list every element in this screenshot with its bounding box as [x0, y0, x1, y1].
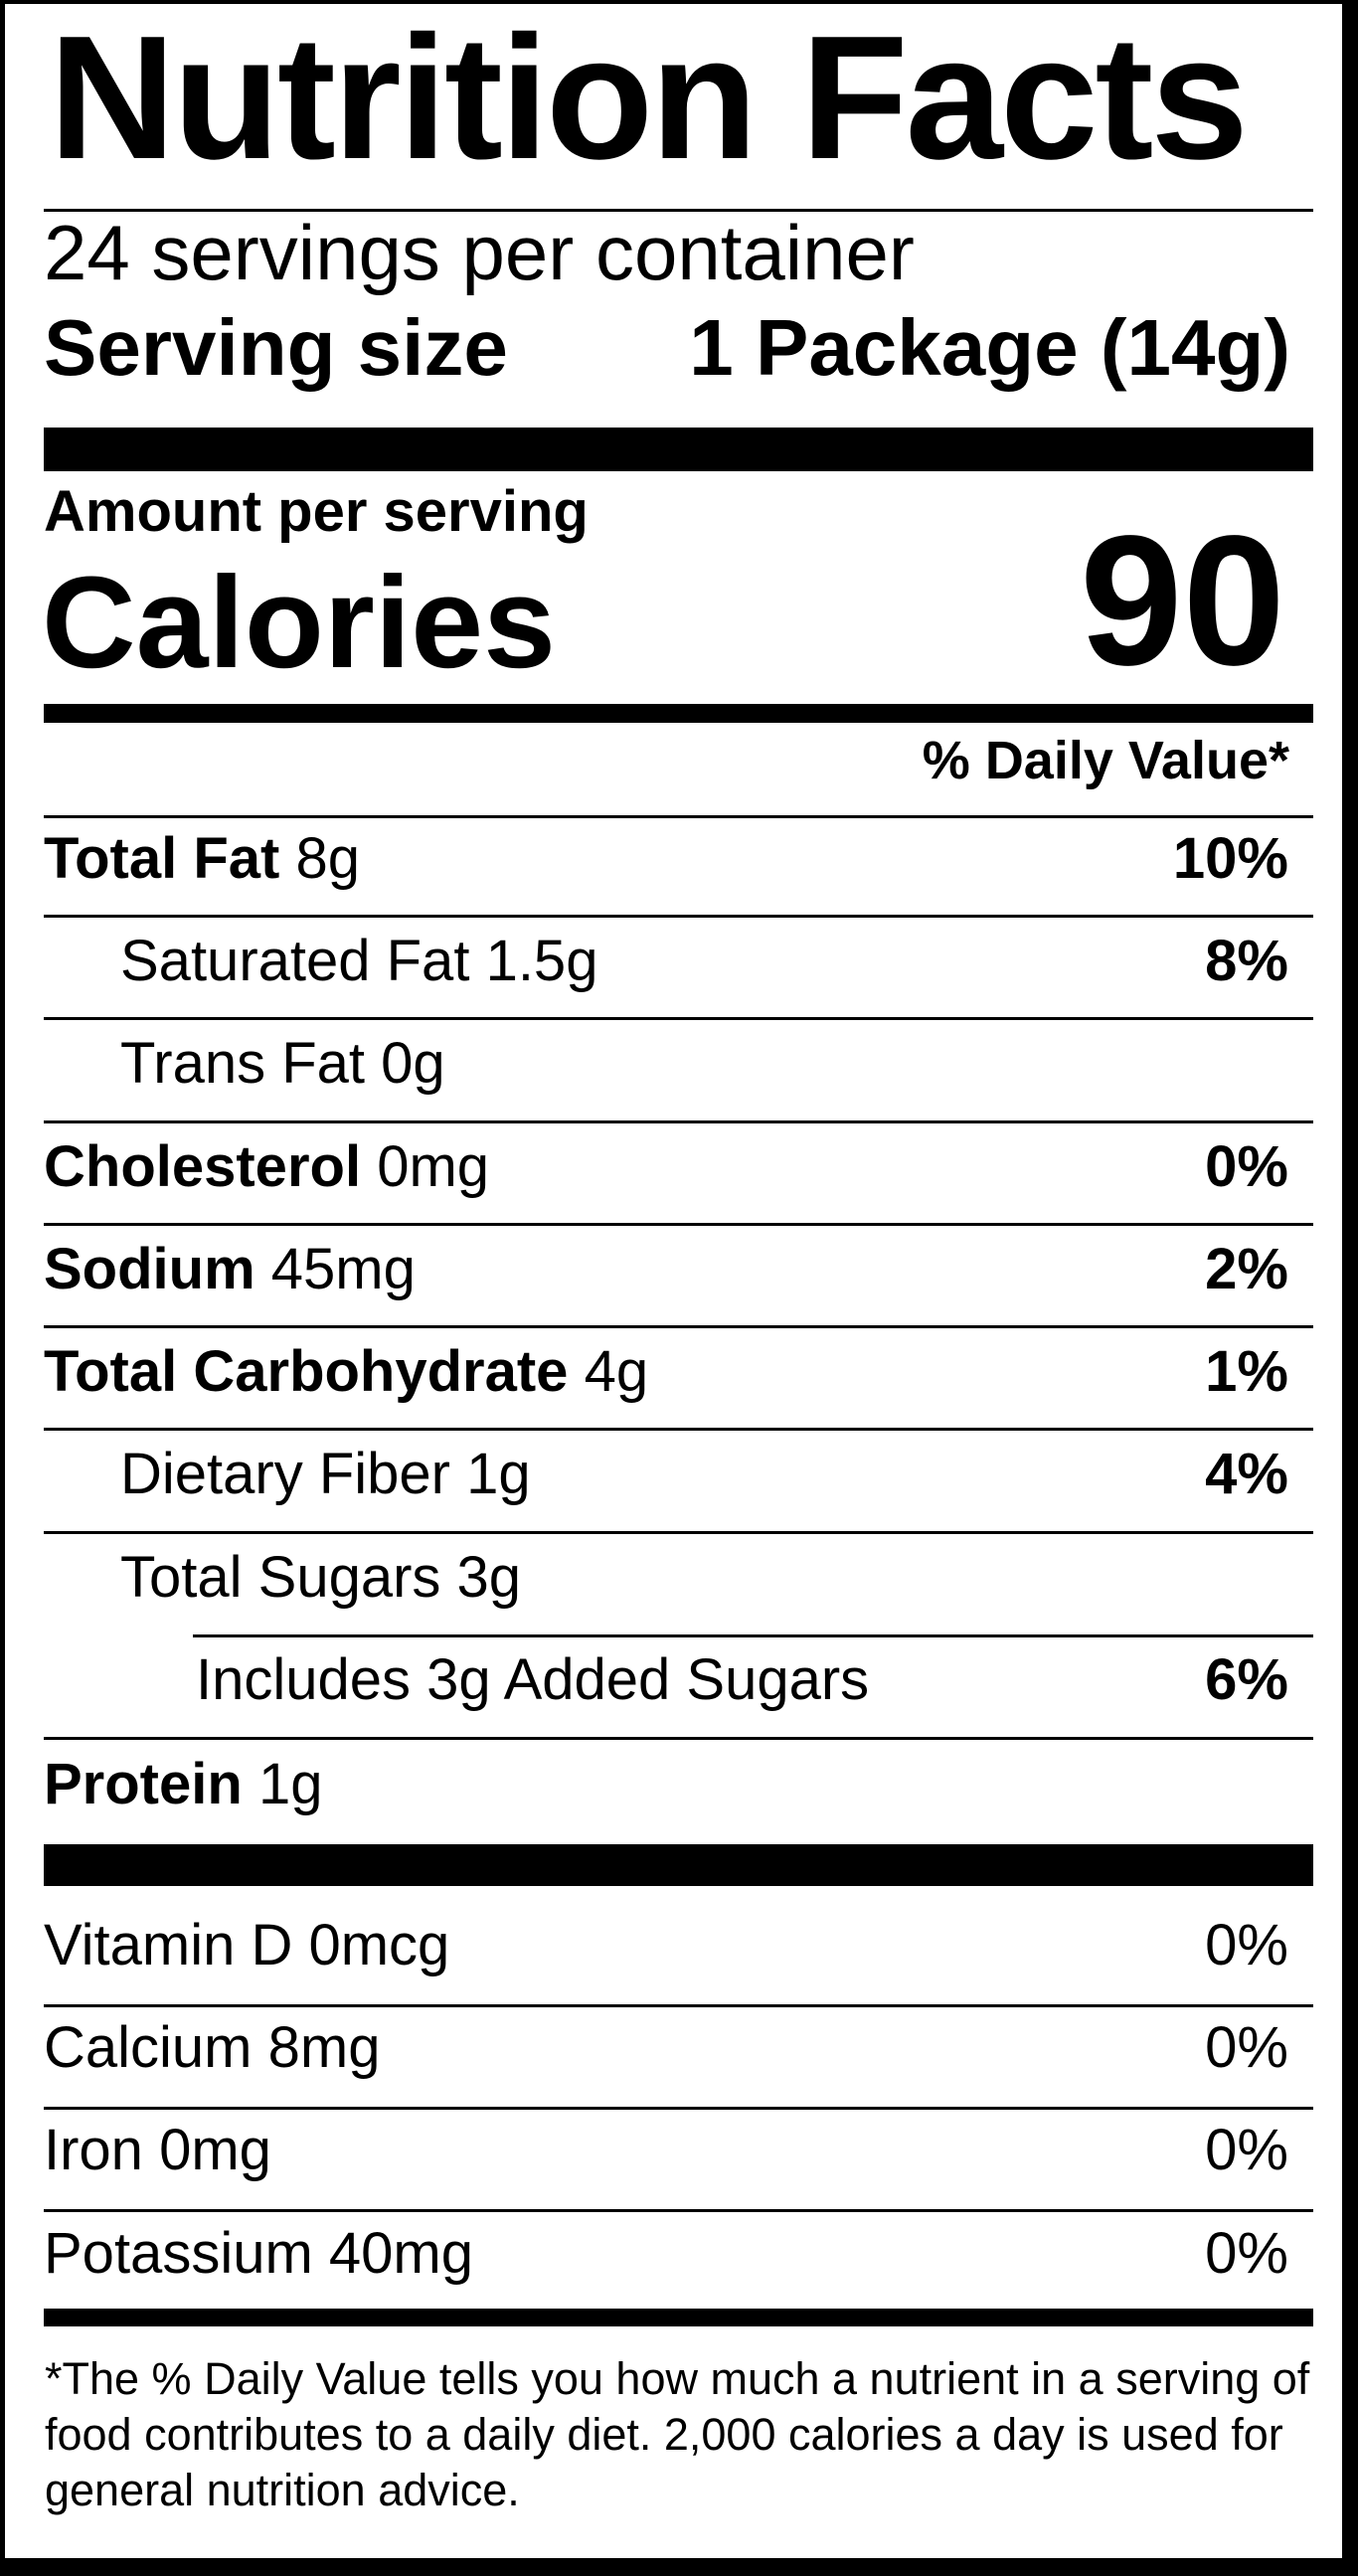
nutrient-amount: 45mg — [270, 1237, 416, 1301]
nutrient-name: Protein — [44, 1752, 243, 1816]
vitamin-amount: 8mg — [267, 2015, 381, 2080]
nutrient-amount: 4g — [584, 1339, 649, 1404]
nutrient-amount: 3g — [456, 1545, 522, 1610]
serving-size-label: Serving size — [44, 303, 508, 392]
thick-divider-footnote — [44, 2309, 1313, 2326]
vitamin-amount: 0mg — [159, 2118, 271, 2182]
nutrient-dv: 1% — [1205, 1339, 1288, 1404]
nutrient-dv: 0% — [1205, 1134, 1288, 1199]
servings-per-container: 24 servings per container — [44, 209, 915, 296]
daily-value-footnote: *The % Daily Value tells you how much a … — [45, 2353, 1310, 2515]
nutrient-name: Dietary Fiber — [120, 1442, 450, 1506]
nutrient-name: Total Fat — [44, 826, 280, 891]
calories-label: Calories — [42, 549, 556, 695]
row-divider — [44, 1017, 1313, 1020]
row-divider — [44, 815, 1313, 818]
vitamin-amount: 40mg — [328, 2221, 473, 2286]
nutrient-amount: 0mg — [377, 1134, 490, 1199]
vitamin-dv: 0% — [1205, 2118, 1288, 2182]
row-divider — [44, 2004, 1313, 2007]
serving-size-value: 1 Package (14g) — [689, 303, 1290, 392]
nutrient-amount: 8g — [295, 826, 360, 891]
vitamin-name: Iron — [44, 2118, 143, 2182]
vitamin-dv: 0% — [1205, 2015, 1288, 2080]
nutrient-name: Includes 3g Added Sugars — [196, 1647, 870, 1712]
vitamin-name: Potassium — [44, 2221, 313, 2286]
vitamin-dv: 0% — [1205, 1913, 1288, 1977]
row-divider — [44, 1737, 1313, 1740]
row-divider — [44, 915, 1313, 918]
row-divider — [44, 1120, 1313, 1123]
vitamin-dv: 0% — [1205, 2221, 1288, 2286]
nutrient-name: Cholesterol — [44, 1134, 362, 1199]
row-divider — [44, 1428, 1313, 1431]
nutrient-amount: 1g — [257, 1752, 323, 1816]
calories-value: 90 — [1080, 498, 1285, 704]
thick-divider-serving — [44, 428, 1313, 471]
nutrient-dv: 2% — [1205, 1237, 1288, 1301]
row-divider — [44, 1223, 1313, 1226]
nutrient-dv: 8% — [1205, 929, 1288, 993]
nutrient-name: Trans Fat — [120, 1031, 366, 1096]
row-divider — [44, 2107, 1313, 2110]
title-divider — [44, 209, 1313, 212]
vitamin-name: Calcium — [44, 2015, 253, 2080]
label-title: Nutrition Facts — [49, 0, 1249, 196]
nutrient-dv: 4% — [1205, 1442, 1288, 1506]
nutrient-amount: 1g — [466, 1442, 531, 1506]
medium-divider-calories — [44, 704, 1313, 723]
row-divider — [44, 1325, 1313, 1328]
vitamin-amount: 0mcg — [308, 1913, 450, 1977]
thick-divider-vitamins — [44, 1844, 1313, 1886]
nutrient-name: Total Carbohydrate — [44, 1339, 569, 1404]
amount-per-serving: Amount per serving — [44, 479, 589, 544]
nutrient-amount: 1.5g — [485, 929, 598, 993]
nutrient-name: Sodium — [44, 1237, 255, 1301]
nutrient-dv: 6% — [1205, 1647, 1288, 1712]
row-divider — [44, 1531, 1313, 1534]
nutrient-name: Saturated Fat — [120, 929, 470, 993]
row-divider-added-sugars — [193, 1634, 1313, 1637]
nutrient-amount: 0g — [381, 1031, 445, 1096]
nutrient-dv: 10% — [1172, 826, 1288, 891]
daily-value-header: % Daily Value* — [922, 731, 1289, 790]
vitamin-name: Vitamin D — [44, 1913, 293, 1977]
nutrient-name: Total Sugars — [120, 1545, 441, 1610]
row-divider — [44, 2209, 1313, 2212]
